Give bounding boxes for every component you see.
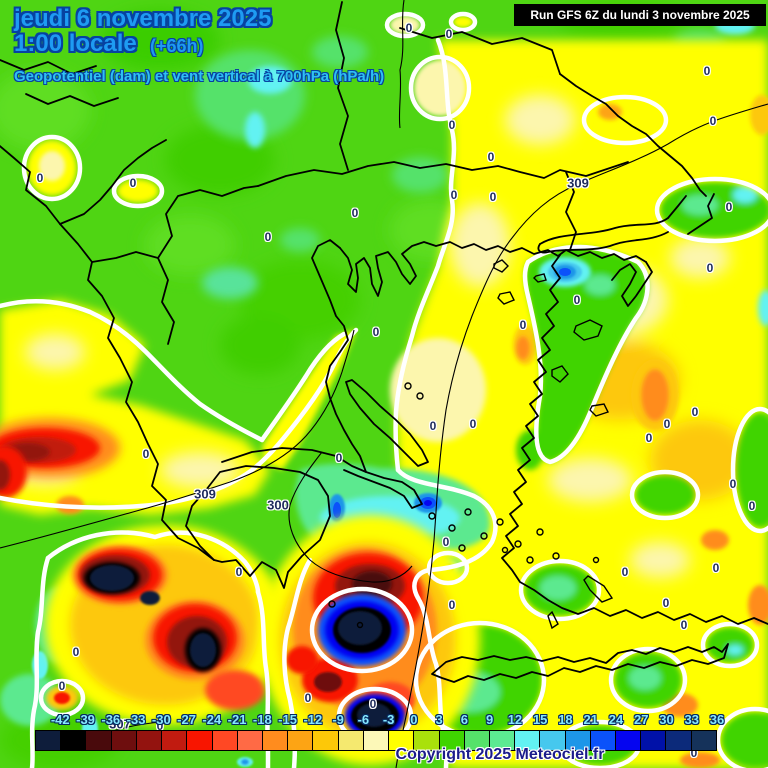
parameter-subtitle: Geopotentiel (dam) et vent vertical à 70…: [14, 68, 385, 85]
copyright-label: Copyright 2025 Meteociel.fr: [395, 746, 605, 763]
model-run-info: Run GFS 6Z du lundi 3 novembre 2025: [514, 4, 766, 26]
date-title: jeudi 6 novembre 2025: [14, 5, 272, 32]
forecast-offset-label: (+66h): [150, 36, 204, 56]
local-time-title: 1:00 locale: [14, 30, 137, 57]
